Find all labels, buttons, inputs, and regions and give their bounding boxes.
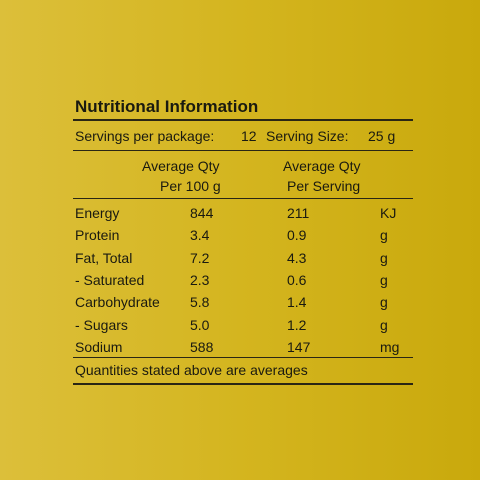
header: Per Serving xyxy=(287,178,361,194)
rule xyxy=(73,383,413,385)
servings-label: Servings per package: xyxy=(75,128,215,144)
unit: KJ xyxy=(380,205,397,221)
unit: g xyxy=(380,294,388,311)
unit: g xyxy=(380,271,388,288)
per-100g: 7.2 xyxy=(190,249,210,266)
per-serving: 211 xyxy=(287,205,310,221)
per-100g: 5.8 xyxy=(190,294,210,311)
per-100g: 5.0 xyxy=(190,316,210,333)
per-serving: 4.3 xyxy=(287,249,307,266)
per-100g: 844 xyxy=(190,205,214,221)
per-serving: 1.2 xyxy=(287,316,307,333)
per-100g: 3.4 xyxy=(190,227,210,244)
per-100g: 2.3 xyxy=(190,271,210,288)
unit: g xyxy=(380,249,388,266)
per-serving: 0.6 xyxy=(287,271,307,288)
unit: g xyxy=(380,316,388,333)
per-100g: 588 xyxy=(190,338,214,355)
serving-size-label: Serving Size: xyxy=(266,128,349,144)
header: Per 100 g xyxy=(160,178,221,194)
rule xyxy=(73,198,413,199)
per-serving: 0.9 xyxy=(287,227,307,244)
nutrient: - Sugars xyxy=(75,316,128,333)
servings-value: 12 xyxy=(241,128,257,144)
serving-size-value: 25 g xyxy=(368,128,396,144)
nutrient: Sodium xyxy=(75,338,123,355)
nutrient: Fat, Total xyxy=(75,249,133,266)
rule xyxy=(73,119,413,121)
per-serving: 1.4 xyxy=(287,294,307,311)
footer: Quantities stated above are averages xyxy=(75,362,308,378)
per-serving: 147 xyxy=(287,338,311,355)
unit: g xyxy=(380,227,388,244)
title: Nutritional Information xyxy=(75,97,259,116)
unit: mg xyxy=(380,338,400,355)
nutrient: Carbohydrate xyxy=(75,294,160,311)
header: Average Qty xyxy=(283,158,361,174)
rule xyxy=(73,357,413,358)
nutrient: - Saturated xyxy=(75,271,145,288)
nutrient: Energy xyxy=(75,205,120,221)
header: Average Qty xyxy=(142,158,220,174)
rule xyxy=(73,150,413,151)
nutrient: Protein xyxy=(75,227,120,244)
